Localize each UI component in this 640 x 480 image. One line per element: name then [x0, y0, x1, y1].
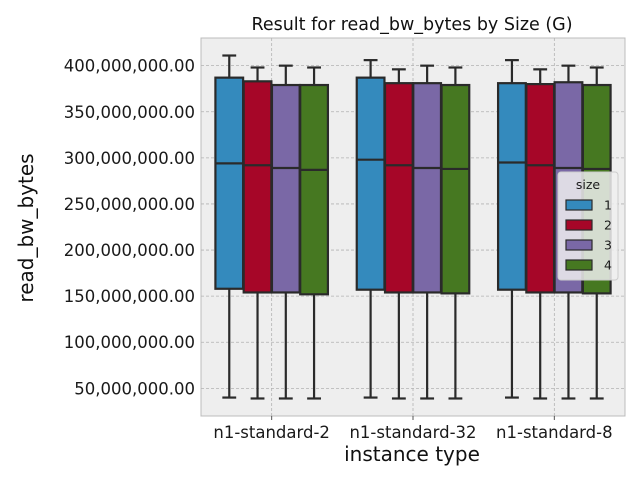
y-tick-label: 150,000,000.00 — [64, 287, 195, 306]
y-tick-label: 350,000,000.00 — [64, 103, 195, 122]
box-body — [299, 83, 330, 296]
box-series-1 — [214, 54, 245, 399]
box-body — [355, 76, 386, 291]
box-series-4 — [299, 66, 330, 400]
box-series-1 — [355, 59, 386, 399]
legend-swatch-1 — [565, 199, 593, 211]
legend-title: size — [576, 177, 601, 192]
legend: size 1 2 3 4 — [557, 171, 619, 281]
box-series-2 — [383, 68, 414, 400]
y-tick-label: 300,000,000.00 — [64, 149, 195, 168]
chart-title: Result for read_bw_bytes by Size (G) — [251, 15, 572, 35]
x-axis-label: instance type — [344, 442, 480, 466]
box-body — [242, 80, 273, 294]
legend-swatch-3 — [565, 239, 593, 251]
box-series-4 — [440, 66, 471, 400]
legend-label-2: 2 — [604, 218, 612, 233]
y-tick-label: 400,000,000.00 — [64, 57, 195, 76]
legend-label-4: 4 — [604, 258, 612, 273]
x-tick-label: n1-standard-2 — [213, 423, 330, 442]
box-series-2 — [242, 66, 273, 400]
box-series-2 — [525, 68, 556, 400]
box-body — [214, 76, 245, 290]
box-body — [525, 82, 556, 294]
legend-label-1: 1 — [604, 198, 612, 213]
y-axis-label: read_bw_bytes — [14, 153, 38, 302]
box-body — [412, 82, 443, 294]
legend-swatch-4 — [565, 259, 593, 271]
y-tick-label: 100,000,000.00 — [64, 333, 195, 352]
box-body — [496, 82, 527, 291]
x-tick-label: n1-standard-32 — [349, 423, 476, 442]
legend-swatch-2 — [565, 219, 593, 231]
box-series-3 — [270, 64, 301, 400]
y-axis-ticks: 50,000,000.00 100,000,000.00 150,000,000.0… — [64, 57, 195, 399]
legend-label-3: 3 — [604, 238, 612, 253]
y-tick-label: 200,000,000.00 — [64, 241, 195, 260]
box-body — [383, 82, 414, 294]
box-body — [270, 83, 301, 294]
x-tick-label: n1-standard-8 — [496, 423, 613, 442]
box-body — [440, 83, 471, 295]
y-tick-label: 250,000,000.00 — [64, 195, 195, 214]
y-tick-label: 50,000,000.00 — [74, 379, 195, 398]
x-axis-ticks: n1-standard-2 n1-standard-32 n1-standard-8 — [213, 416, 613, 442]
